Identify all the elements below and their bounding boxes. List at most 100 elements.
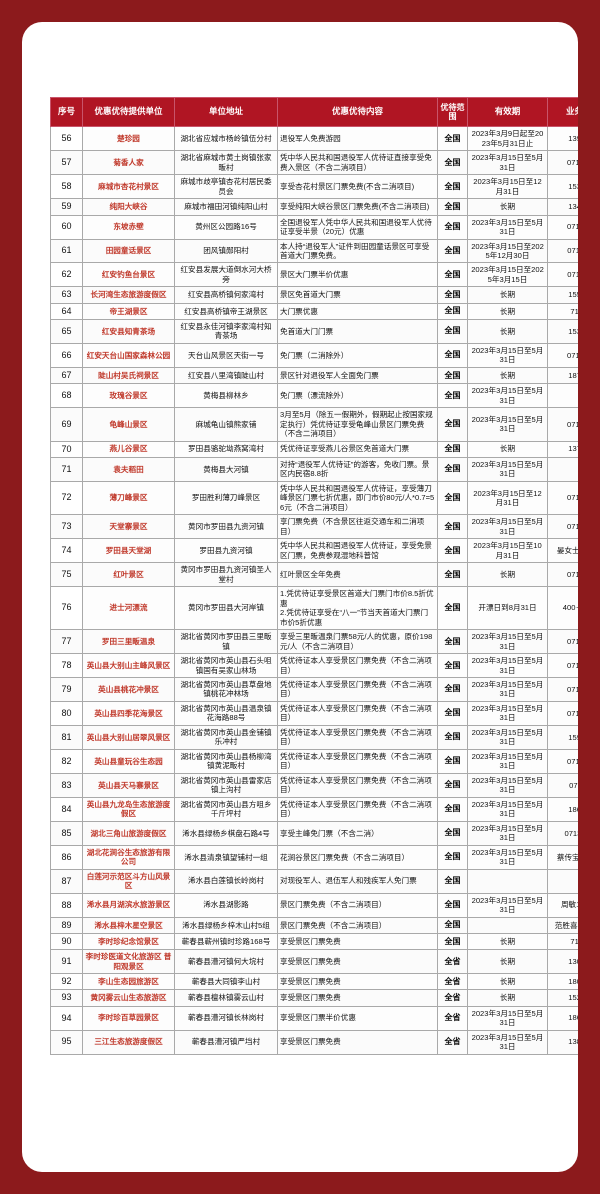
cell-valid: 2023年3月15日至5月31日 [467, 407, 548, 442]
cell-no: 87 [50, 868, 83, 894]
cell-valid: 2023年3月15日至5月31日 [467, 748, 548, 774]
cell-no: 82 [50, 748, 83, 774]
cell-address: 蕲春县大同镇李山村 [174, 973, 278, 991]
cell-scope: 全国 [437, 342, 468, 368]
cell-no: 75 [50, 562, 83, 588]
cell-scope: 全省 [437, 1029, 468, 1055]
cell-phone: 蔡传宝18271828596 [547, 844, 578, 870]
cell-no: 64 [50, 302, 83, 320]
cell-phone: 7137504551 [547, 932, 578, 951]
table-row: 64帝王湖景区红安县高桥镇帝王湖景区大门票优惠全国长期7135357777 [50, 302, 578, 320]
cell-no: 63 [50, 286, 83, 304]
cell-no: 81 [50, 724, 83, 750]
cell-content: 享受景区门票免费 [277, 932, 438, 951]
cell-unit: 李山生态园旅游区 [82, 973, 175, 991]
cell-phone: 0713-5822668 [547, 562, 578, 588]
table-row: 90李时珍纪念馆景区蕲春县蕲州镇时珍路168号享受景区门票免费全国长期71375… [50, 932, 578, 951]
cell-valid: 长期 [467, 440, 548, 458]
cell-no: 77 [50, 629, 83, 655]
cell-valid: 2023年3月15日至12月31日 [467, 480, 548, 516]
table-row: 71 袁夫稻田 黄梅县大河镇 对持“退役军人优待证”的游客，免收门票。景区内民宿8.8… [50, 456, 578, 482]
cell-address: 黄冈市罗田县九资河镇 [174, 514, 278, 540]
cell-content: 凭优待证本人享受景区门票免费（不含二消项目） [277, 653, 438, 678]
cell-valid: 2023年3月15日至5月31日 [467, 724, 548, 750]
cell-phone: 0713-8320868 [547, 342, 578, 368]
cell-valid: 2023年3月15日至5月31日 [467, 772, 548, 798]
cell-address: 蕲春县漕河镇严垱村 [174, 1029, 278, 1055]
cell-valid: 长期 [467, 949, 548, 975]
cell-unit: 燕儿谷景区 [82, 440, 175, 458]
cell-unit: 浠水县梓木星空景区 [82, 916, 175, 934]
table-row: 67陡山村吴氏祠景区红安县八里湾镇陡山村景区针对退役军人全面免门票全国长期187… [50, 366, 578, 385]
cell-phone: 0713-5119268 [547, 262, 578, 288]
cell-valid: 2023年3月15日至2025年3月15日 [467, 262, 548, 288]
table-row: 80 英山县四季花海景区 湖北省黄冈市英山县温泉镇花海路88号 凭优待证本人享受景区门… [50, 700, 578, 726]
table-row: 73 天堂寨景区 黄冈市罗田县九资河镇 享门票免费（不含景区往返交通车和二消项目） 全国… [50, 514, 578, 540]
cell-no: 62 [50, 262, 83, 288]
cell-unit: 白莲河示范区斗方山风景区 [82, 868, 175, 894]
cell-phone: 0713-2880001 [547, 407, 578, 442]
table-row: 77 罗田三里畈温泉 湖北省黄冈市罗田县三里畈镇 享受三里畈温泉门票58元/人的优惠，… [50, 629, 578, 655]
cell-content: 享受景区门票免费 [277, 973, 438, 991]
table-header: 序号 优惠优待提供单位 单位地址 优惠优待内容 优待范围 有效期 业务咨询电话 [50, 96, 578, 128]
cell-phone: 400－092－8018 [547, 586, 578, 631]
cell-phone: 无 [547, 456, 578, 482]
cell-content: 凭中华人民共和国退役军人优待证直接享受免费入景区（不含二消项目） [277, 150, 438, 176]
cell-no: 66 [50, 342, 83, 368]
cell-scope: 全国 [437, 286, 468, 304]
cell-no: 60 [50, 214, 83, 240]
cell-scope: 全国 [437, 916, 468, 934]
cell-content: 凭优待证享受燕儿谷景区免首道大门票 [277, 440, 438, 458]
cell-unit: 天堂寨景区 [82, 514, 175, 540]
cell-valid: 2023年3月15日至5月31日 [467, 677, 548, 702]
cell-phone: 18062882788 [547, 973, 578, 991]
cell-address: 蕲春县漕河镇何大垸村 [174, 949, 278, 975]
table-row: 56 楚珍园 湖北省应城市杨岭镇伍分村 退役军人免费游园 全国 2023年3月9日起至20… [50, 126, 578, 152]
cell-unit: 红叶景区 [82, 562, 175, 588]
table-row: 95 三江生态旅游度假区 蕲春县漕河镇严垱村 享受景区门票免费 全省 2023年3月15日… [50, 1029, 578, 1055]
cell-phone: 7135357777 [547, 302, 578, 320]
cell-phone: 0713-5826088 [547, 514, 578, 540]
cell-valid: 长期 [467, 562, 548, 588]
cell-scope: 全国 [437, 748, 468, 774]
cell-unit: 罗田三里畈温泉 [82, 629, 175, 655]
table-row: 65红安县知青茶场红安县永佳河镇李家湾村知青茶场免首道大门门票全国长期15334… [50, 318, 578, 344]
column-header-address: 单位地址 [174, 96, 278, 128]
cell-phone: 无 [547, 383, 578, 409]
cell-valid: 开漂日到8月31日 [467, 586, 548, 631]
table-row: 89 浠水县梓木星空景区 浠水县绿杨乡梓木山村5组 景区门票免费（不含二消项目） 全国 范… [50, 916, 578, 934]
cell-valid: 长期 [467, 973, 548, 991]
cell-unit: 纯阳大峡谷 [82, 198, 175, 216]
cell-content: 大门票优惠 [277, 302, 438, 320]
cell-content: 景区门票免费（不含二消项目） [277, 916, 438, 934]
cell-phone: 晏女士18995727907 [547, 538, 578, 564]
cell-unit: 黄冈雾云山生态旅游区 [82, 989, 175, 1007]
cell-address: 红安县发展大道倒水河大桥旁 [174, 262, 278, 288]
cell-valid: 2023年3月15日至2025年12月30日 [467, 238, 548, 264]
cell-unit: 英山县四季花海景区 [82, 700, 175, 726]
cell-unit: 湖北花涧谷生态旅游有限公司 [82, 844, 175, 870]
cell-address: 红安县八里湾镇陡山村 [174, 366, 278, 385]
cell-content: 享受景区门票免费 [277, 949, 438, 975]
table-row: 68 玫瑰谷景区 黄梅县柳林乡 免门票（漂流除外） 全国 2023年3月15日至5月31日… [50, 383, 578, 409]
cell-no: 95 [50, 1029, 83, 1055]
table-row: 61 田园童话景区 团风镇郧阳村 本人持“退役军人”证件到田园童话景区可享受首道大门票… [50, 238, 578, 264]
cell-no: 65 [50, 318, 83, 344]
table-row: 83 英山县天马寨景区 湖北省黄冈市英山县雷家店镇上沟村 凭优待证本人享受景区门票免费… [50, 772, 578, 798]
cell-address: 浠水县绿杨乡棋盘石路4号 [174, 820, 278, 846]
cell-no: 85 [50, 820, 83, 846]
cell-content: 凭优待证本人享受景区门票免费（不含二消项目） [277, 677, 438, 702]
cell-unit: 东坡赤壁 [82, 214, 175, 240]
cell-phone: 0713-7785175 [547, 748, 578, 774]
cell-unit: 陡山村吴氏祠景区 [82, 366, 175, 385]
cell-unit: 玫瑰谷景区 [82, 383, 175, 409]
cell-no: 67 [50, 366, 83, 385]
cell-content: 凭优待证本人享受景区门票免费（不含二消项目） [277, 700, 438, 726]
cell-scope: 全省 [437, 1005, 468, 1031]
cell-valid: 2023年3月15日至5月31日 [467, 653, 548, 678]
cell-address: 蕲春县蕲州镇时珍路168号 [174, 932, 278, 951]
cell-phone: 0713-5103333 [547, 629, 578, 655]
cell-content: 本人持“退役军人”证件到田园童话景区可享受首道大门票免费。 [277, 238, 438, 264]
cell-no: 59 [50, 198, 83, 216]
cell-unit: 英山县九龙岛生态旅游度假区 [82, 796, 175, 822]
